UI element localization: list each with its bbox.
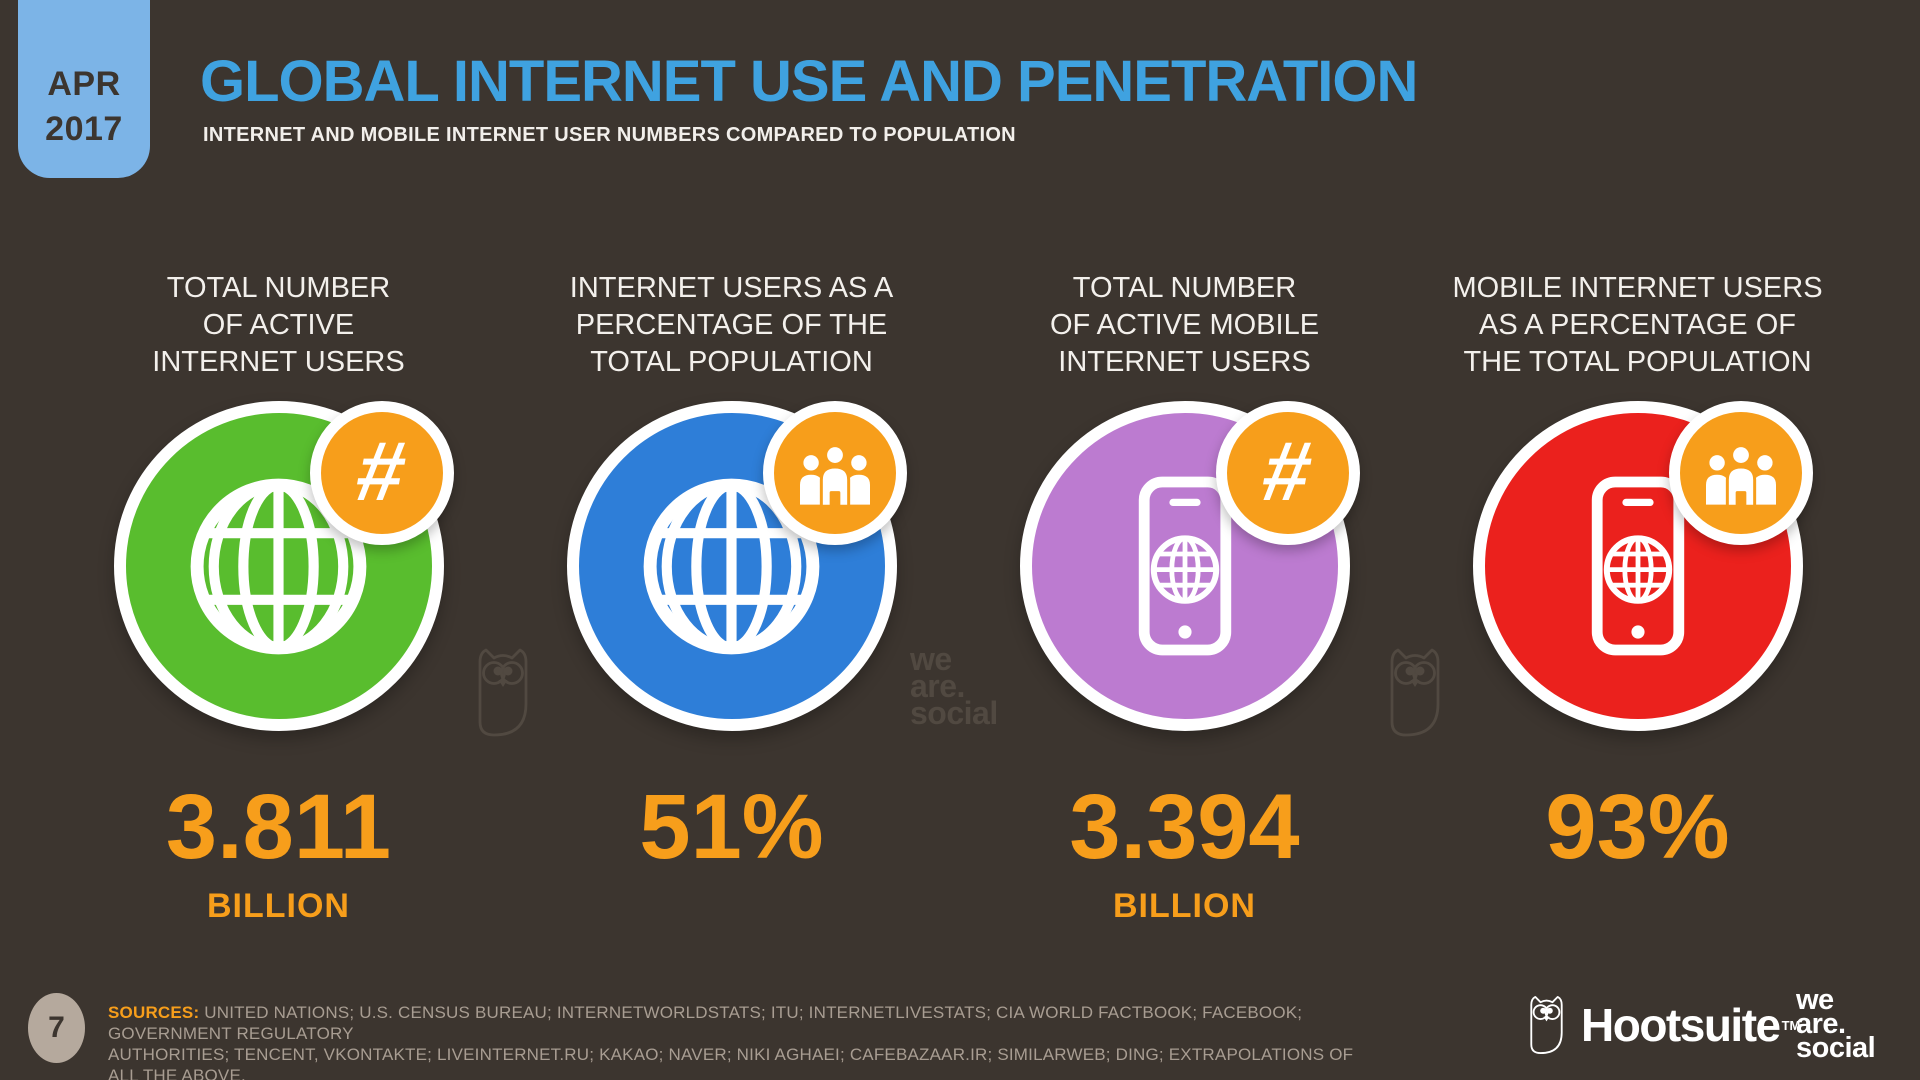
stat-label: TOTAL NUMBER OF ACTIVE INTERNET USERS [52,270,505,381]
stat-unit: BILLION [1113,887,1256,925]
people-icon [1704,444,1777,508]
stat-pictogram [566,401,907,731]
page-subtitle: INTERNET AND MOBILE INTERNET USER NUMBER… [203,124,1016,146]
sources-note: SOURCES: UNITED NATIONS; U.S. CENSUS BUR… [108,1002,1368,1080]
stat-label: TOTAL NUMBER OF ACTIVE MOBILE INTERNET U… [958,270,1411,381]
stat-label: MOBILE INTERNET USERS AS A PERCENTAGE OF… [1411,270,1864,381]
people-badge [762,401,907,545]
stat-label-line: OF ACTIVE [202,309,355,341]
stat-pictogram: # [1019,401,1360,731]
hashtag-icon: # [1255,424,1320,518]
stat-label-line: TOTAL NUMBER [166,272,391,304]
stat-unit [505,887,958,925]
hashtag-badge: # [309,401,454,545]
stat-label-line: INTERNET USERS AS A [569,272,894,304]
stat-internet-penetration: INTERNET USERS AS A PERCENTAGE OF THE TO… [505,270,958,926]
stat-value: 51% [639,776,824,878]
stat-label-line: MOBILE INTERNET USERS [1452,272,1823,304]
hootsuite-wordmark: Hootsuite [1581,999,1781,1051]
stat-pictogram [1472,401,1813,731]
trademark-symbol: TM [1781,1017,1801,1033]
owl-icon [1390,648,1440,737]
hashtag-badge: # [1215,401,1360,545]
hootsuite-owl-watermark [472,646,534,739]
sources-line1: UNITED NATIONS; U.S. CENSUS BUREAU; INTE… [108,1003,1303,1043]
stat-active-mobile-internet-users: TOTAL NUMBER OF ACTIVE MOBILE INTERNET U… [958,270,1411,926]
we-are-social-watermark: we are. social [910,641,998,731]
stat-label-line: THE TOTAL POPULATION [1463,346,1812,378]
stat-unit [1411,887,1864,925]
hootsuite-owl-watermark [1384,646,1446,739]
date-badge: APR 2017 [18,0,150,178]
stat-value: 3.394 [1069,776,1300,878]
stat-value: 3.811 [165,776,392,878]
people-icon [798,444,871,508]
page-number: 7 [48,1011,65,1044]
hashtag-icon: # [349,424,414,518]
stat-value: 93% [1545,776,1730,878]
stat-active-internet-users: TOTAL NUMBER OF ACTIVE INTERNET USERS # … [52,270,505,926]
stat-label-line: INTERNET USERS [152,346,405,378]
people-badge [1668,401,1813,545]
date-month: APR [47,65,121,103]
stat-label-line: AS A PERCENTAGE OF [1479,309,1796,341]
stat-label-line: PERCENTAGE OF THE [575,309,888,341]
stat-label-line: TOTAL POPULATION [590,346,873,378]
owl-icon [478,648,528,737]
sources-label: SOURCES: [108,1003,200,1022]
stat-label-line: INTERNET USERS [1058,346,1311,378]
stat-unit: BILLION [207,887,350,925]
date-year: 2017 [45,110,123,148]
stat-mobile-internet-penetration: MOBILE INTERNET USERS AS A PERCENTAGE OF… [1411,270,1864,926]
sources-line2: AUTHORITIES; TENCENT, VKONTAKTE; LIVEINT… [108,1045,1354,1080]
we-are-social-logo: we are. social [1796,984,1876,1064]
page-title: GLOBAL INTERNET USE AND PENETRATION [200,49,1418,114]
stat-label-line: TOTAL NUMBER [1072,272,1297,304]
stat-pictogram: # [113,401,454,731]
stat-label-line: OF ACTIVE MOBILE [1049,309,1320,341]
page-number-badge: 7 [28,993,85,1063]
hootsuite-logo: Hootsuite TM [1526,994,1800,1056]
stat-label: INTERNET USERS AS A PERCENTAGE OF THE TO… [505,270,958,381]
hootsuite-owl-icon [1530,995,1563,1055]
stats-grid: TOTAL NUMBER OF ACTIVE INTERNET USERS # … [52,270,1864,926]
